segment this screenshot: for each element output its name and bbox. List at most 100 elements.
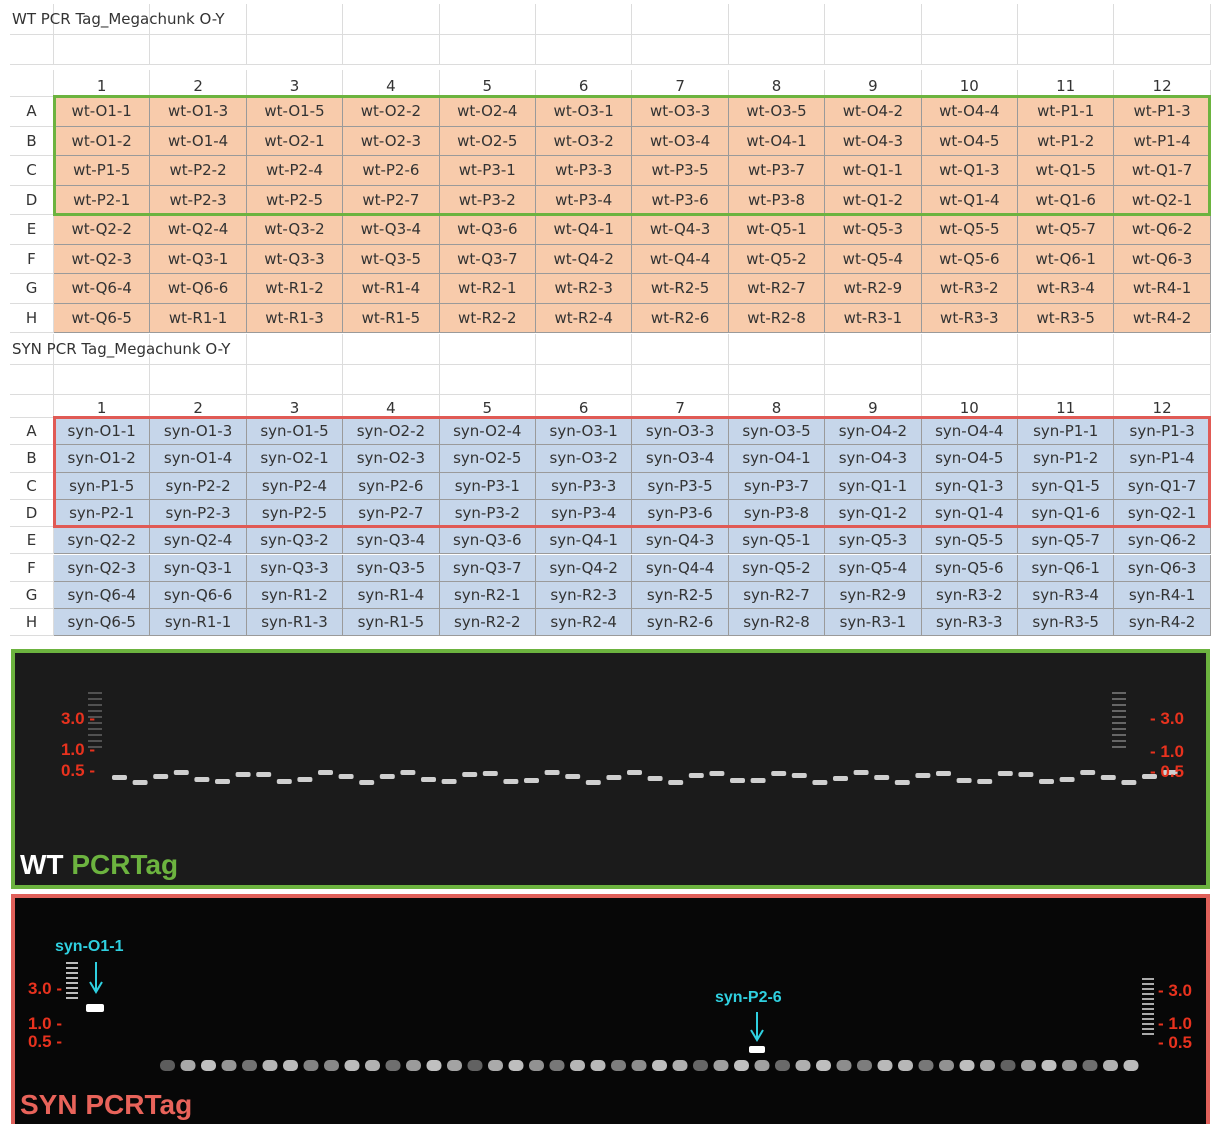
gel-label: WT PCRTag [20,849,178,880]
gel-band [714,1060,729,1071]
wt-gel: 3.0 - 1.0 - 0.5 - - 3.0 - 1.0 - 0.5 WT P… [13,651,1208,887]
gel-band [304,1060,319,1071]
gel-band [1062,1060,1077,1071]
gel-band [565,774,580,779]
size-label: - 3.0 [1158,981,1192,1000]
gel-band [591,1060,606,1071]
gel-label: SYN PCRTag [20,1089,192,1120]
page: WT PCR Tag_Megachunk O-Y123456789101112A… [0,0,1211,1124]
gel-band [816,1060,831,1071]
gel-band [1142,1003,1154,1005]
gel-band [181,1060,196,1071]
gel-band [86,1004,104,1012]
gel-band [1112,710,1126,712]
gel-band [66,997,78,999]
gel-band [88,728,102,730]
gel-band [66,972,78,974]
gel-band [345,1060,360,1071]
gel-band [66,977,78,979]
gel-band [960,1060,975,1071]
size-label: - 0.5 [1150,762,1184,781]
gel-label-prefix: WT [20,849,64,880]
gel-band [1112,716,1126,718]
gel-band [488,1060,503,1071]
gel-band [462,772,477,777]
gel-band [263,1060,278,1071]
size-label: - 3.0 [1150,709,1184,728]
gel-band [1142,993,1154,995]
gel-band [380,774,395,779]
gel-band [1142,988,1154,990]
gel-band [160,1060,175,1071]
gel-band [627,770,642,775]
gel-band [1112,746,1126,748]
gel-band [297,777,312,782]
gel-band [693,1060,708,1071]
gel-band [406,1060,421,1071]
gel-band [215,779,230,784]
gel-band [1112,734,1126,736]
gel-band [503,779,518,784]
gel-band [957,778,972,783]
gel-band [771,771,786,776]
gel-band [1142,1013,1154,1015]
gel-band [1142,1018,1154,1020]
gel-band [939,1060,954,1071]
gel-band [277,779,292,784]
gel-band [689,773,704,778]
gel-band [365,1060,380,1071]
gel-band [222,1060,237,1071]
gel-band [709,771,724,776]
annotation: syn-P2-6 [715,989,782,1006]
gel-band [1112,728,1126,730]
gel-band [442,779,457,784]
size-label: 0.5 - [28,1032,62,1051]
gel-band [339,774,354,779]
gel-band [1142,1033,1154,1035]
gel-band [751,778,766,783]
gel-band [66,992,78,994]
gel-band [915,773,930,778]
gel-band [857,1060,872,1071]
gel-band [570,1060,585,1071]
gel-band [668,780,683,785]
syn-gel-frame [13,896,1208,1124]
gel-band [796,1060,811,1071]
gel-band [66,982,78,984]
gel-band [529,1060,544,1071]
gel-band [878,1060,893,1071]
size-label: 1.0 - [28,1014,62,1033]
size-label: 1.0 - [61,740,95,759]
gel-label-suffix: PCRTag [71,849,178,880]
size-label: 3.0 - [28,979,62,998]
gel-band [524,778,539,783]
gel-band [998,771,1013,776]
gel-band [1142,1023,1154,1025]
gel-band [1112,740,1126,742]
gel-band [749,1046,765,1053]
gel-band [1112,722,1126,724]
gel-band [837,1060,852,1071]
gel-band [586,780,601,785]
gel-band [550,1060,565,1071]
gel-band [256,772,271,777]
gel-band [400,770,415,775]
gel-band [509,1060,524,1071]
gel-band [421,777,436,782]
gel-band [1112,704,1126,706]
gel-band [88,698,102,700]
gel-band [174,770,189,775]
gel-band [318,770,333,775]
gel-band [980,1060,995,1071]
gel-band [133,780,148,785]
gel-band [1121,780,1136,785]
gel-band [1083,1060,1098,1071]
gel-band [427,1060,442,1071]
gel-band [359,780,374,785]
gel-band [1060,777,1075,782]
gels: 3.0 - 1.0 - 0.5 - - 3.0 - 1.0 - 0.5 WT P… [0,0,1211,1124]
gel-band [895,780,910,785]
gel-band [874,775,889,780]
gel-band [632,1060,647,1071]
gel-band [236,772,251,777]
